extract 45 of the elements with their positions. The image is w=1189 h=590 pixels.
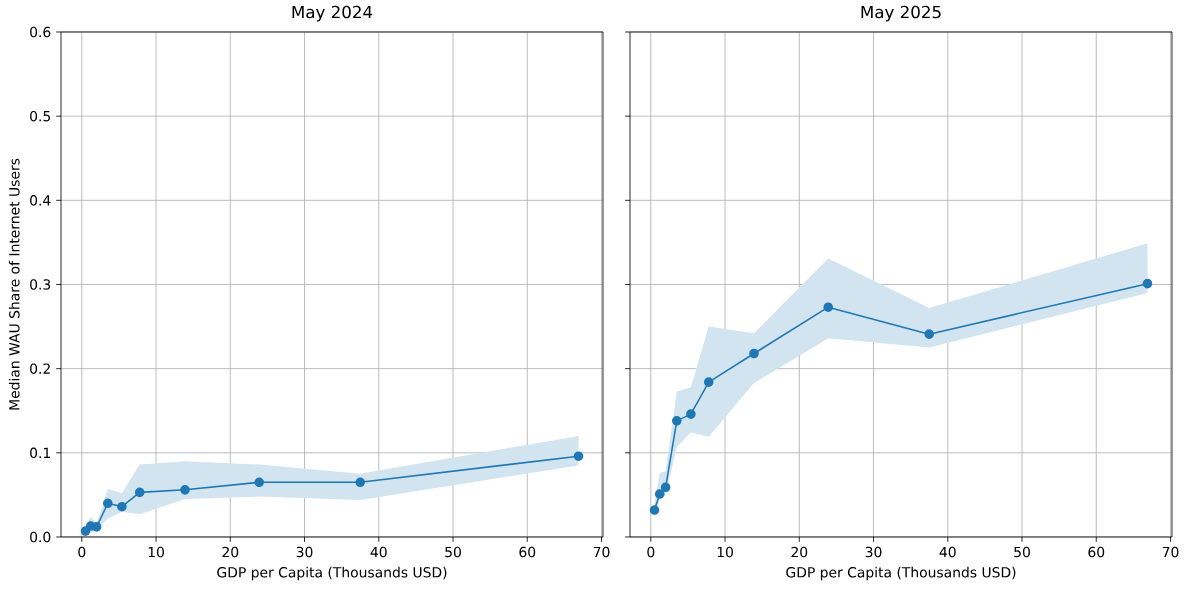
x-tick-label: 20 [791, 546, 808, 558]
point [102, 498, 113, 509]
x-tick-label: 40 [939, 546, 956, 558]
x-tick-label: 10 [148, 546, 164, 558]
y-tick-label: 0.1 [30, 447, 50, 459]
y-axis-title: Median WAU Share of Internet Users [8, 158, 20, 410]
x-tick-label: 0 [647, 546, 655, 558]
x-tick-label: 10 [717, 546, 733, 558]
x-axis-title: GDP per Capita (Thousands USD) [217, 566, 447, 581]
x-tick-label: 70 [593, 546, 610, 558]
x-tick-label: 50 [445, 546, 461, 558]
chart-title: May 2025 [861, 5, 941, 22]
point [1142, 278, 1153, 289]
x-tick-label: 50 [1014, 546, 1030, 558]
point [649, 505, 660, 515]
x-tick-label: 30 [296, 546, 313, 558]
point [573, 451, 584, 461]
point [749, 348, 759, 359]
point [355, 477, 366, 488]
y-tick-label: 0.3 [30, 279, 51, 290]
point [924, 329, 935, 339]
point [654, 489, 665, 499]
x-tick-label: 70 [1162, 546, 1179, 558]
point [703, 377, 714, 387]
x-tick-label: 30 [865, 546, 882, 558]
y-tick-label: 0.5 [30, 110, 51, 122]
point [660, 482, 671, 493]
point [117, 501, 127, 512]
point [671, 416, 682, 426]
x-tick-label: 20 [222, 546, 239, 558]
x-tick-label: 60 [519, 546, 536, 558]
x-tick-label: 0 [78, 546, 86, 558]
x-tick-label: 60 [1088, 546, 1105, 558]
point [823, 302, 834, 313]
x-tick-label: 40 [370, 546, 387, 558]
point [254, 477, 265, 488]
y-tick-label: 0.0 [30, 531, 51, 543]
point [180, 485, 190, 495]
y-tick-label: 0.2 [30, 363, 50, 374]
y-tick-label: 0.4 [30, 195, 51, 206]
point [686, 409, 696, 419]
y-tick-label: 0.6 [30, 26, 51, 38]
chart-title: May 2024 [292, 5, 373, 22]
x-axis-title: GDP per Capita (Thousands USD) [786, 566, 1016, 581]
point [134, 487, 145, 498]
